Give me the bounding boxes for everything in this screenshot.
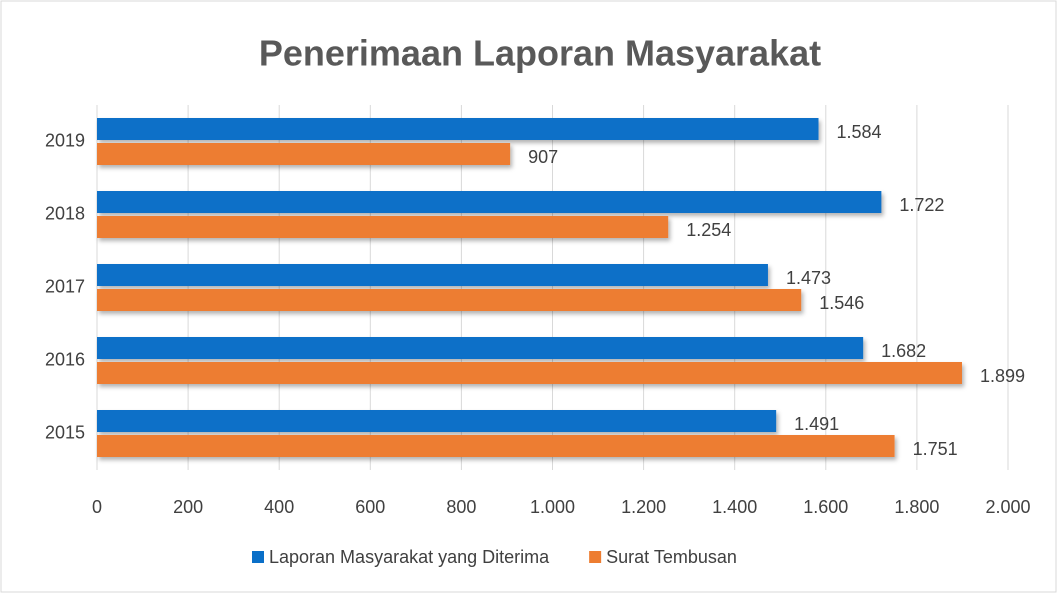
value-label: 1.722 (899, 195, 944, 215)
x-tick-label: 400 (264, 497, 294, 517)
value-label: 1.254 (686, 220, 731, 240)
bar (97, 264, 768, 286)
y-tick-label: 2015 (45, 422, 85, 442)
x-tick-label: 0 (92, 497, 102, 517)
x-tick-label: 1.000 (530, 497, 575, 517)
bar (97, 143, 511, 165)
x-tick-label: 200 (173, 497, 203, 517)
bar (97, 435, 895, 457)
value-label: 1.751 (913, 439, 958, 459)
value-label: 1.899 (980, 366, 1025, 386)
legend-label: Surat Tembusan (606, 547, 737, 567)
chart-title: Penerimaan Laporan Masyarakat (259, 33, 821, 74)
legend-swatch (252, 551, 264, 563)
bar (97, 337, 864, 359)
value-label: 1.546 (819, 293, 864, 313)
bar (97, 216, 669, 238)
value-label: 1.491 (794, 414, 839, 434)
x-tick-label: 1.600 (803, 497, 848, 517)
y-tick-label: 2019 (45, 130, 85, 150)
bar (97, 410, 777, 432)
bar (97, 118, 819, 140)
value-label: 1.682 (881, 341, 926, 361)
x-tick-label: 1.800 (894, 497, 939, 517)
y-tick-label: 2018 (45, 203, 85, 223)
legend-swatch (589, 551, 602, 563)
x-tick-label: 600 (355, 497, 385, 517)
legend-label: Laporan Masyarakat yang Diterima (269, 547, 550, 567)
value-label: 1.473 (786, 268, 831, 288)
value-label: 1.584 (837, 122, 882, 142)
x-tick-label: 1.400 (712, 497, 757, 517)
bar (97, 289, 802, 311)
bar (97, 191, 882, 213)
y-tick-label: 2016 (45, 349, 85, 369)
x-tick-label: 800 (446, 497, 476, 517)
bar (97, 362, 962, 384)
x-tick-label: 1.200 (621, 497, 666, 517)
x-tick-label: 2.000 (985, 497, 1030, 517)
value-label: 907 (528, 147, 558, 167)
y-tick-label: 2017 (45, 276, 85, 296)
